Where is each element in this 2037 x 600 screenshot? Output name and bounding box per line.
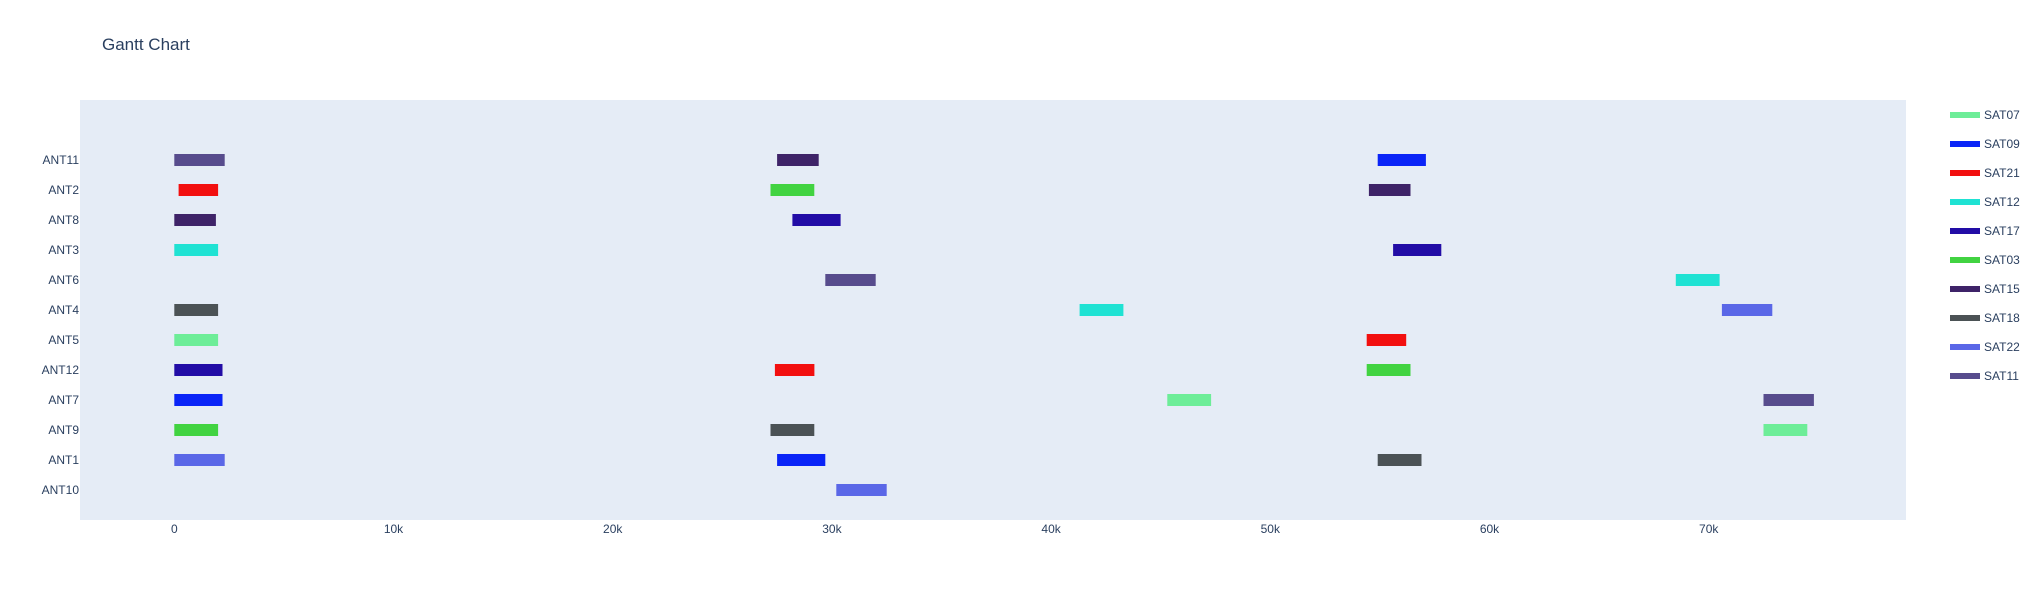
legend-swatch-sat03 [1950, 257, 1980, 263]
x-tick-label: 10k [384, 522, 404, 536]
bar-sat18-ant1 [1377, 454, 1422, 466]
bar-sat07-ant9 [1763, 424, 1808, 436]
bars-layer [174, 154, 1814, 496]
legend-swatch-sat18 [1950, 315, 1980, 321]
bar-sat22-ant4 [1721, 304, 1773, 316]
bar-sat15-ant8 [174, 214, 216, 226]
plot-area [80, 100, 1906, 520]
x-tick-label: 0 [171, 522, 178, 536]
x-tick-label: 60k [1480, 522, 1500, 536]
bar-sat17-ant12 [174, 364, 223, 376]
x-tick-label: 70k [1699, 522, 1719, 536]
bar-sat21-ant2 [178, 184, 219, 196]
bar-sat12-ant6 [1675, 274, 1720, 286]
legend-label-sat15: SAT15 [1984, 282, 2020, 296]
bar-sat03-ant2 [770, 184, 815, 196]
legend-swatch-sat11 [1950, 373, 1980, 379]
legend-swatch-sat07 [1950, 112, 1980, 118]
bar-sat17-ant8 [792, 214, 841, 226]
x-tick-label: 20k [603, 522, 623, 536]
legend-label-sat18: SAT18 [1984, 311, 2020, 325]
x-axis-ticks: 0 10k 20k 30k 40k 50k 60k 70k [171, 522, 1719, 536]
y-tick-label: ANT5 [48, 333, 79, 347]
bar-sat21-ant5 [1366, 334, 1407, 346]
y-tick-label: ANT10 [42, 483, 80, 497]
bar-sat18-ant4 [174, 304, 219, 316]
bar-sat12-ant3 [174, 244, 219, 256]
bar-sat11-ant11 [174, 154, 225, 166]
y-tick-label: ANT3 [48, 243, 79, 257]
legend-label-sat07: SAT07 [1984, 108, 2020, 122]
y-tick-label: ANT8 [48, 213, 79, 227]
legend-swatch-sat15 [1950, 286, 1980, 292]
bar-sat22-ant10 [836, 484, 887, 496]
legend-swatch-sat22 [1950, 344, 1980, 350]
bar-sat09-ant11 [1377, 154, 1426, 166]
bar-sat15-ant11 [777, 154, 819, 166]
bar-sat11-ant7 [1763, 394, 1814, 406]
y-tick-label: ANT7 [48, 393, 79, 407]
legend-label-sat09: SAT09 [1984, 137, 2020, 151]
legend-label-sat03: SAT03 [1984, 253, 2020, 267]
bar-sat07-ant5 [174, 334, 219, 346]
bar-sat22-ant1 [174, 454, 225, 466]
legend-label-sat12: SAT12 [1984, 195, 2020, 209]
bar-sat09-ant1 [777, 454, 826, 466]
x-tick-label: 40k [1041, 522, 1061, 536]
bar-sat12-ant4 [1079, 304, 1124, 316]
y-tick-label: ANT4 [48, 303, 79, 317]
y-tick-label: ANT11 [43, 153, 80, 167]
y-tick-label: ANT2 [48, 183, 79, 197]
chart-title: Gantt Chart [102, 35, 190, 54]
bar-sat07-ant7 [1167, 394, 1212, 406]
bar-sat03-ant9 [174, 424, 219, 436]
bar-sat15-ant2 [1368, 184, 1411, 196]
legend-swatch-sat21 [1950, 170, 1980, 176]
y-tick-label: ANT6 [48, 273, 79, 287]
bar-sat18-ant9 [770, 424, 815, 436]
bar-sat21-ant12 [774, 364, 815, 376]
y-tick-label: ANT9 [48, 423, 79, 437]
legend-label-sat11: SAT11 [1984, 369, 2019, 383]
x-tick-label: 50k [1261, 522, 1281, 536]
bar-sat11-ant6 [825, 274, 876, 286]
legend-label-sat21: SAT21 [1984, 166, 2020, 180]
legend-swatch-sat09 [1950, 141, 1980, 147]
legend: SAT07 SAT09 SAT21 SAT12 SAT17 SAT03 SAT15 SAT18… [1950, 108, 2020, 383]
bar-sat03-ant12 [1366, 364, 1411, 376]
bar-sat17-ant3 [1393, 244, 1442, 256]
y-axis-ticks: ANT11 ANT2 ANT8 ANT3 ANT6 ANT4 ANT5 ANT12 ANT7 AN… [42, 153, 80, 497]
legend-label-sat22: SAT22 [1984, 340, 2020, 354]
legend-swatch-sat17 [1950, 228, 1980, 234]
y-tick-label: ANT1 [48, 453, 79, 467]
bar-sat09-ant7 [174, 394, 223, 406]
legend-label-sat17: SAT17 [1984, 224, 2020, 238]
legend-swatch-sat12 [1950, 199, 1980, 205]
y-tick-label: ANT12 [42, 363, 80, 377]
x-tick-label: 30k [822, 522, 842, 536]
